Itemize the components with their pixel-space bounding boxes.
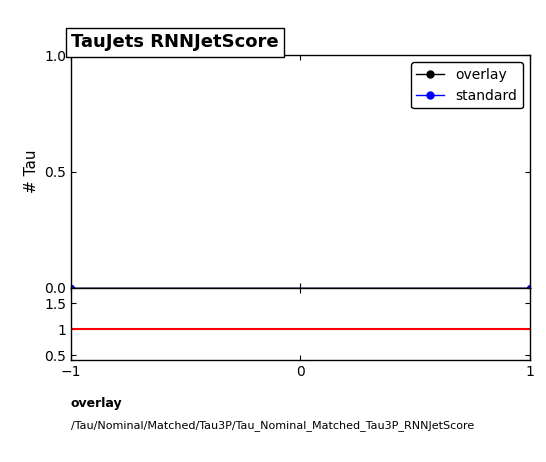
Text: overlay: overlay (71, 397, 123, 410)
Y-axis label: # Tau: # Tau (23, 150, 39, 194)
Text: TauJets RNNJetScore: TauJets RNNJetScore (71, 33, 278, 51)
Legend: overlay, standard: overlay, standard (411, 62, 523, 109)
Text: /Tau/Nominal/Matched/Tau3P/Tau_Nominal_Matched_Tau3P_RNNJetScore: /Tau/Nominal/Matched/Tau3P/Tau_Nominal_M… (71, 420, 474, 432)
